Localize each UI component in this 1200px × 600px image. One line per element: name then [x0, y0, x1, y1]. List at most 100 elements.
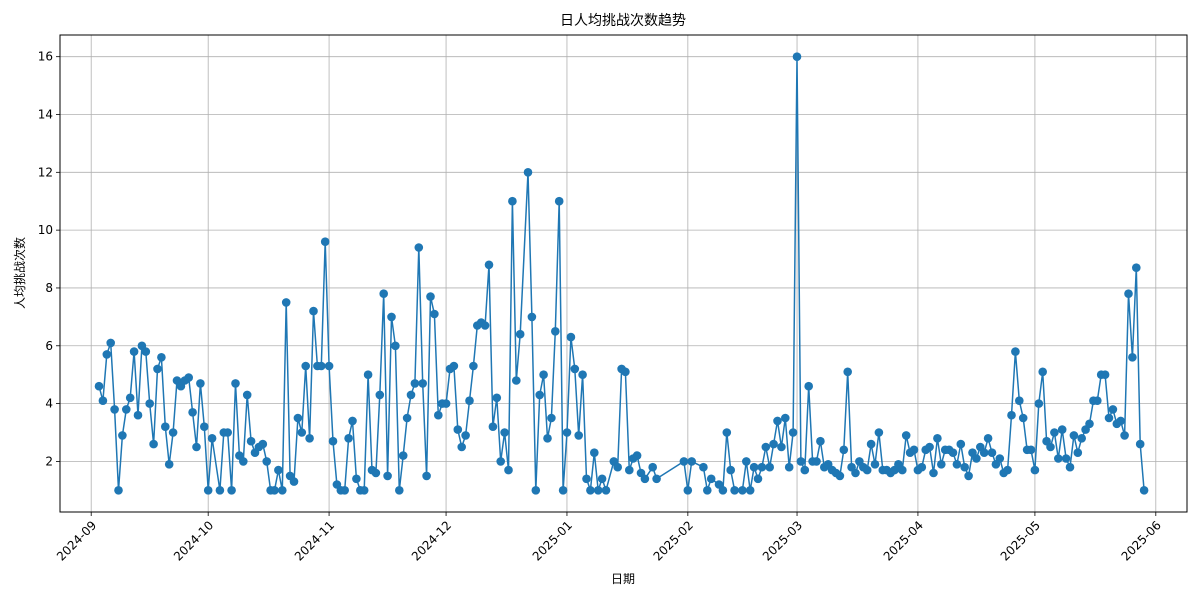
- data-point: [987, 448, 997, 458]
- data-point: [874, 428, 884, 437]
- data-point: [812, 457, 821, 466]
- data-point: [578, 370, 587, 380]
- data-point: [722, 428, 732, 437]
- data-point: [1139, 486, 1149, 495]
- data-point: [317, 361, 326, 371]
- data-point: [1124, 289, 1133, 299]
- data-point: [157, 353, 166, 362]
- data-point: [917, 462, 927, 472]
- data-point: [129, 347, 139, 356]
- data-point: [929, 468, 938, 478]
- data-point: [430, 309, 439, 319]
- data-point: [320, 237, 330, 246]
- data-series: [94, 52, 1149, 495]
- data-point: [1038, 367, 1047, 377]
- data-point: [1057, 425, 1067, 434]
- data-point: [1100, 370, 1110, 380]
- y-axis-title: 人均挑战次数: [12, 237, 27, 309]
- data-point: [504, 465, 513, 475]
- data-point: [862, 465, 872, 475]
- data-point: [184, 373, 193, 382]
- data-point: [1003, 465, 1012, 475]
- data-point: [508, 196, 517, 206]
- data-point: [527, 312, 537, 322]
- data-point: [348, 416, 357, 426]
- data-point: [1034, 399, 1044, 408]
- data-point: [574, 431, 583, 440]
- data-point: [145, 399, 154, 408]
- data-point: [414, 243, 424, 252]
- data-point: [652, 474, 661, 484]
- data-point: [972, 454, 981, 463]
- data-point: [153, 364, 162, 374]
- data-point: [531, 486, 541, 495]
- data-point: [621, 367, 630, 377]
- data-point: [683, 486, 693, 495]
- data-point: [106, 338, 115, 348]
- data-point: [792, 52, 802, 61]
- data-point: [488, 422, 498, 432]
- data-point: [543, 434, 552, 443]
- data-point: [1085, 419, 1094, 429]
- data-point: [196, 379, 205, 388]
- data-point: [223, 428, 232, 437]
- data-point: [246, 436, 256, 446]
- data-point: [1018, 413, 1028, 423]
- data-point: [1011, 347, 1020, 356]
- data-point: [718, 486, 728, 495]
- data-point: [398, 451, 408, 460]
- y-tick-label: 14: [38, 108, 53, 122]
- data-point: [570, 364, 580, 374]
- data-point: [586, 486, 595, 495]
- data-point: [765, 462, 774, 472]
- data-point: [679, 457, 689, 466]
- data-point: [418, 379, 428, 388]
- data-point: [535, 390, 544, 400]
- data-point: [804, 381, 813, 391]
- data-point: [258, 439, 268, 449]
- data-point: [909, 445, 919, 455]
- data-point: [1015, 396, 1024, 406]
- data-point: [1128, 353, 1137, 362]
- data-point: [161, 422, 170, 432]
- data-point: [539, 370, 548, 380]
- plot-area-frame: [59, 34, 1188, 513]
- data-point: [496, 457, 506, 466]
- data-point: [371, 468, 381, 478]
- data-point: [749, 462, 759, 472]
- x-axis-title: 日期: [611, 572, 635, 586]
- y-tick-label: 2: [45, 454, 53, 468]
- data-point: [937, 460, 946, 469]
- data-point: [164, 460, 174, 469]
- y-tick-label: 12: [38, 165, 53, 179]
- data-point: [328, 436, 338, 446]
- data-point: [901, 431, 911, 440]
- data-point: [956, 439, 966, 449]
- data-point: [738, 486, 747, 495]
- data-point: [597, 474, 607, 484]
- data-point: [866, 439, 876, 449]
- data-point: [843, 367, 852, 377]
- data-point: [769, 439, 778, 449]
- data-point: [359, 486, 369, 495]
- data-point: [192, 442, 201, 452]
- data-point: [640, 474, 650, 484]
- data-point: [753, 474, 763, 484]
- data-point: [383, 471, 392, 481]
- y-tick-label: 16: [38, 50, 53, 64]
- data-point: [231, 379, 240, 388]
- data-point: [262, 457, 272, 466]
- data-point: [1120, 431, 1129, 440]
- data-point: [800, 465, 810, 475]
- data-point: [625, 465, 634, 475]
- chart-title: 日人均挑战次数趋势: [560, 13, 686, 29]
- data-point: [110, 405, 119, 414]
- data-point: [1007, 410, 1016, 420]
- data-point: [742, 457, 751, 466]
- data-point: [297, 428, 307, 437]
- data-point: [1108, 405, 1118, 414]
- data-point: [515, 329, 525, 339]
- data-point: [816, 436, 825, 446]
- data-point: [777, 442, 786, 452]
